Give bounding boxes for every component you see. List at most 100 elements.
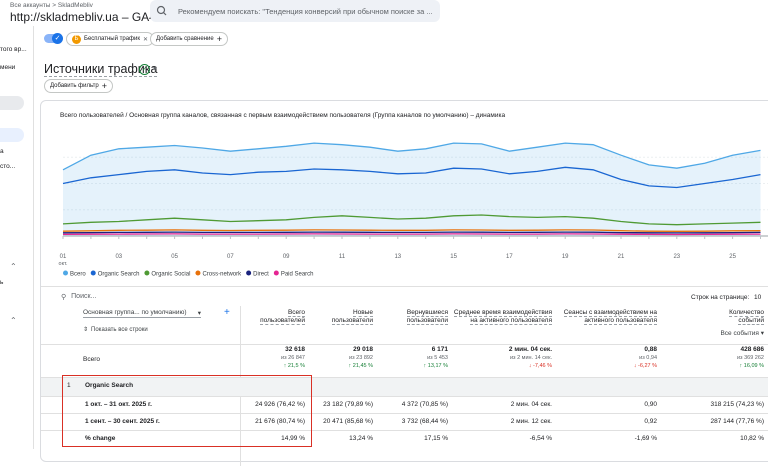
legend-marker xyxy=(144,270,150,276)
property-selector[interactable]: http://skladmebliv.ua – GA4▾ xyxy=(10,10,162,24)
column-header-label: Всего пользователей xyxy=(260,309,305,325)
legend-label: Cross-network xyxy=(202,272,242,278)
header-border xyxy=(41,344,768,345)
column-header[interactable]: Количество событий xyxy=(704,309,764,325)
legend-item[interactable]: Organic Social xyxy=(144,270,190,278)
column-header[interactable]: Сеансы с взаимодействием на активного по… xyxy=(557,309,657,325)
sidebar-item[interactable]: того вр... xyxy=(0,46,27,53)
total-base: из 0,94 xyxy=(639,355,657,361)
x-tick-label: 25 xyxy=(729,254,736,260)
total-base: из 5 453 xyxy=(427,355,448,361)
segment-badge: Б xyxy=(72,34,81,44)
legend-label: Organic Social xyxy=(151,272,190,278)
add-dimension[interactable]: + xyxy=(224,307,230,318)
legend-item[interactable]: Всего xyxy=(63,270,86,278)
legend-label: Organic Search xyxy=(98,272,140,278)
cell-value: 23 182 (79,89 %) xyxy=(323,401,373,408)
sidebar-selected-bg xyxy=(0,128,24,142)
sidebar: того вр... мени а сто... ь ⌃ ⌃ xyxy=(0,26,34,449)
column-header[interactable]: Вернувшиеся пользователи xyxy=(383,309,448,325)
cell-value: 3 732 (68,44 %) xyxy=(401,418,448,425)
table-search[interactable]: ⚲ Поиск... xyxy=(61,293,97,301)
legend-marker xyxy=(246,270,252,276)
row-border xyxy=(41,430,768,431)
highlight-box xyxy=(62,375,312,447)
x-tick-label: 23 xyxy=(673,254,680,260)
cell-value: 21 676 (80,74 %) xyxy=(255,418,305,425)
cell-value: -1,69 % xyxy=(634,435,657,442)
total-base: из 23 892 xyxy=(349,355,373,361)
column-header-label: Среднее время взаимодействия на активног… xyxy=(453,309,552,325)
x-tick-label: 13 xyxy=(394,254,401,260)
total-base: из 26 847 xyxy=(281,355,305,361)
search-box[interactable]: Рекомендуем поискать: "Тенденция конверс… xyxy=(150,0,440,22)
total-value: 2 мин. 04 сек. xyxy=(508,346,552,353)
dimension-selector[interactable]: Основная группа... по умолчанию) ▾ xyxy=(83,309,201,318)
series-line xyxy=(62,214,761,226)
sidebar-item[interactable]: ь xyxy=(0,279,4,286)
events-filter[interactable]: Все события ▾ xyxy=(720,330,764,337)
legend-item[interactable]: Organic Search xyxy=(90,270,140,278)
collapse-icon[interactable]: ⌃ xyxy=(10,262,17,271)
segment-chip[interactable]: Б Бесплатный трафик ✕ xyxy=(66,32,154,46)
collapse-icon[interactable]: ⌃ xyxy=(10,316,17,325)
total-change: ↓ -7,46 % xyxy=(528,363,552,369)
total-change: ↑ 16,09 % xyxy=(739,363,764,369)
x-month-label: окт. xyxy=(59,261,68,267)
remove-icon[interactable]: ✕ xyxy=(142,36,148,43)
cell-value: 20 471 (85,68 %) xyxy=(323,418,373,425)
cell-value: 4 372 (70,85 %) xyxy=(401,401,448,408)
dropdown-icon: ▾ xyxy=(760,330,764,337)
legend-marker xyxy=(195,270,201,276)
legend-item[interactable]: Direct xyxy=(246,270,269,278)
sidebar-active-bg xyxy=(0,96,24,110)
comparison-toggle[interactable]: ✓ xyxy=(44,33,63,44)
x-tick-label: 11 xyxy=(339,254,346,260)
add-comparison[interactable]: Добавить сравнение + xyxy=(150,32,228,46)
cell-value: 24 926 (76,42 %) xyxy=(255,401,305,408)
column-header-label: Новые пользователи xyxy=(331,309,373,325)
cell-value: 2 мин. 12 сек. xyxy=(510,418,552,425)
column-header-label: Количество событий xyxy=(729,309,764,325)
legend-marker xyxy=(63,270,68,276)
total-change: ↑ 21,45 % xyxy=(348,363,373,369)
chart: 01 03 05 07 09 11 13 15 17 19 21 23 25 окт.Всего Organ… xyxy=(59,142,768,278)
column-header[interactable]: Новые пользователи xyxy=(313,309,373,325)
legend-item[interactable]: Paid Search xyxy=(273,270,314,278)
total-change: ↑ 13,17 % xyxy=(423,363,448,369)
show-all-label: Показать все строки xyxy=(91,327,148,333)
title-dropdown[interactable]: ▾ xyxy=(153,64,158,73)
legend-item[interactable]: Cross-network xyxy=(195,270,242,278)
page-title[interactable]: Источники трафика xyxy=(44,62,158,77)
x-tick-label: 07 xyxy=(227,254,234,260)
cell-value: 17,15 % xyxy=(424,435,448,442)
x-tick-label: 09 xyxy=(283,254,290,260)
cell-value: 287 144 (77,76 %) xyxy=(710,418,764,425)
series-line xyxy=(62,166,761,189)
legend-label: Всего xyxy=(70,272,86,278)
breadcrumb[interactable]: Все аккаунты > SkladMebliv xyxy=(10,2,93,9)
series-line xyxy=(62,142,761,171)
report-card: Всего пользователей / Основная группа ка… xyxy=(40,100,768,466)
sidebar-item[interactable]: мени xyxy=(0,64,16,71)
show-all-rows[interactable]: ⇕ Показать все строки xyxy=(83,326,148,333)
column-header[interactable]: Всего пользователей xyxy=(245,309,305,325)
cell-value: 13,24 % xyxy=(349,435,373,442)
add-filter[interactable]: Добавить фильтр + xyxy=(44,79,113,93)
column-header[interactable]: Среднее время взаимодействия на активног… xyxy=(452,309,552,325)
cell-value: 14,99 % xyxy=(281,435,305,442)
sidebar-item[interactable]: сто... xyxy=(0,163,16,170)
sidebar-item[interactable]: а xyxy=(0,148,4,155)
legend-marker xyxy=(273,270,279,276)
dropdown-icon: ▾ xyxy=(197,310,201,317)
x-tick-label: 01 xyxy=(60,254,67,260)
rows-per-page[interactable]: 10 xyxy=(754,294,762,301)
total-value: 6 171 xyxy=(431,346,448,353)
cell-value: 0,92 xyxy=(644,418,657,425)
property-name: http://skladmebliv.ua – GA4 xyxy=(10,10,156,24)
total-value: 428 686 xyxy=(740,346,765,353)
total-base: из 2 мин. 14 сек. xyxy=(509,355,552,361)
rows-per-page-label: Строк на странице: xyxy=(691,294,750,301)
subrow-label: % change xyxy=(85,435,116,442)
segment-name: Бесплатный трафик xyxy=(84,36,140,42)
